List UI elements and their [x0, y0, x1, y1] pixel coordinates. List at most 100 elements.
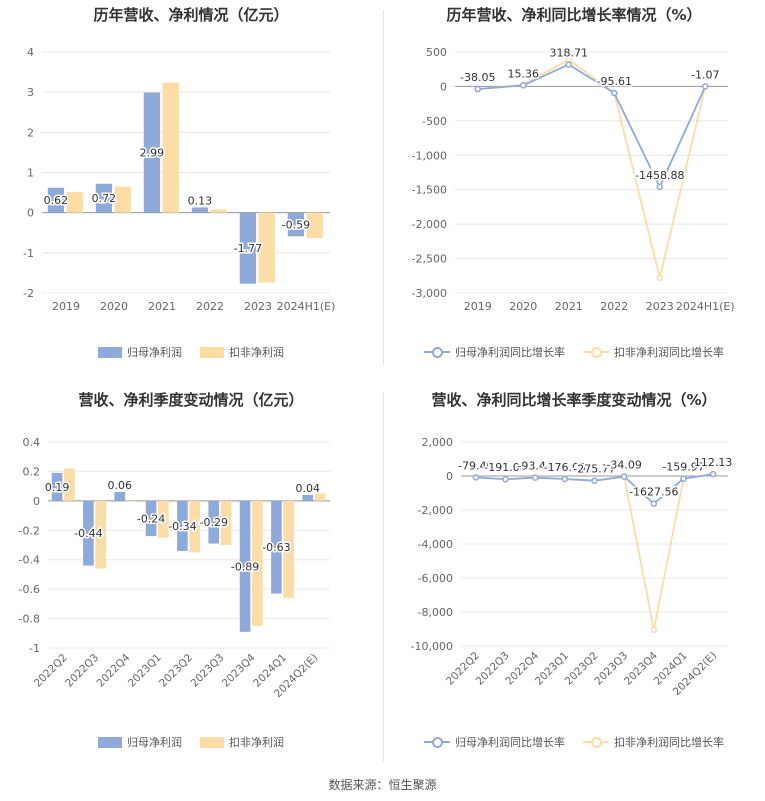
chart-legend: 归母净利润 扣非净利润	[0, 344, 382, 360]
chart-legend: 归母净利润同比增长率 扣非净利润同比增长率	[383, 734, 765, 750]
data-point	[702, 83, 709, 90]
x-tick-label: 2024H1(E)	[676, 300, 735, 313]
data-label: 0.72	[92, 192, 117, 205]
y-tick-label: -0.4	[19, 554, 40, 567]
y-tick-label: -1	[29, 642, 40, 655]
legend-item[interactable]: 扣非净利润	[200, 734, 284, 750]
y-tick-label: 0	[446, 470, 453, 483]
chart-title: 营收、净利季度变动情况（亿元）	[78, 391, 304, 409]
data-point	[474, 85, 481, 93]
y-tick-label: 0.2	[23, 465, 41, 478]
legend-swatch	[583, 346, 609, 358]
legend-item[interactable]: 归母净利润同比增长率	[424, 344, 565, 360]
bar-parent-net-profit	[83, 500, 94, 566]
y-tick-label: -6,000	[418, 572, 453, 585]
data-point	[680, 475, 687, 482]
legend-item[interactable]: 归母净利润	[98, 734, 182, 750]
x-tick-label: 2022Q2	[32, 652, 70, 690]
bar-deducted-net-profit	[114, 186, 131, 213]
legend-item[interactable]: 扣非净利润	[200, 344, 284, 360]
data-label: 0.13	[188, 194, 213, 207]
legend-label: 归母净利润同比增长率	[455, 346, 565, 359]
data-point	[531, 474, 539, 481]
legend-item[interactable]: 扣非净利润同比增长率	[583, 734, 724, 750]
chart-title: 历年营收、净利同比增长率情况（%）	[446, 6, 702, 24]
legend-item[interactable]: 归母净利润	[98, 344, 182, 360]
y-tick-label: -1	[23, 247, 34, 260]
bar-parent-net-profit	[239, 500, 251, 632]
data-point	[502, 475, 509, 483]
chart-title: 营收、净利同比增长率季度变动情况（%）	[431, 391, 717, 409]
chart-plot: 500 0 -500 -1,000 -1,500 -2,000 -2,500 -3,000 20…	[412, 45, 735, 313]
x-tick-label: 2020	[509, 300, 537, 313]
y-tick-label: -8,000	[418, 606, 453, 619]
data-label: -79.40	[458, 459, 493, 472]
data-label: -0.29	[200, 516, 228, 529]
data-label: -0.59	[282, 219, 310, 232]
chart-plot: 0.40.20-0.2-0.4-0.6-0.8-12022Q22022Q3202…	[19, 436, 330, 700]
y-tick-label: -4,000	[418, 538, 453, 551]
x-tick-label: 2021	[148, 300, 176, 313]
data-label: -275.77	[573, 463, 615, 476]
bar-deducted-net-profit	[95, 500, 106, 569]
bar-deducted-net-profit	[220, 500, 232, 545]
x-tick-label: 2023	[646, 300, 674, 313]
bar-deducted-net-profit	[63, 468, 75, 501]
legend-label: 扣非净利润同比增长率	[614, 736, 724, 749]
y-tick-label: -0.6	[19, 583, 40, 596]
bar-deducted-net-profit	[251, 500, 263, 626]
annual-profit-chart: 历年营收、净利情况（亿元） 4 3 2 1 0 -1 -2 2019 2020 2021 2022 2…	[0, 0, 382, 380]
legend-label: 扣非净利润	[229, 736, 284, 749]
chart-plot: 4 3 2 1 0 -1 -2 2019 2020 2021 2022 2023 2024H1(E) 0.…	[23, 46, 335, 313]
data-point	[650, 500, 658, 507]
chart-title: 历年营收、净利情况（亿元）	[93, 6, 289, 24]
data-label: -0.34	[168, 520, 196, 533]
quarterly-profit-chart: 营收、净利季度变动情况（亿元） 0.4 0.2 0 -0.2 -0.4 -0.6 -0.8 -…	[0, 385, 382, 765]
x-tick-label: 2022Q4	[95, 651, 133, 689]
bar-parent-net-profit	[114, 492, 126, 501]
y-tick-label: -3,000	[412, 287, 447, 300]
bar-deducted-net-profit	[210, 209, 227, 213]
chart-legend: 归母净利润同比增长率 扣非净利润同比增长率	[383, 344, 765, 360]
bar-deducted-net-profit	[66, 192, 83, 213]
y-tick-label: -0.2	[19, 524, 40, 537]
legend-item[interactable]: 归母净利润同比增长率	[424, 734, 565, 750]
legend-swatch	[98, 736, 122, 748]
data-label: -191.08	[484, 461, 526, 474]
legend-label: 归母净利润	[127, 346, 182, 359]
vertical-divider	[383, 10, 384, 365]
bar-parent-net-profit	[95, 183, 113, 213]
bar-deducted-net-profit	[314, 493, 326, 501]
y-tick-label: 4	[27, 46, 34, 59]
bar-deducted-net-profit	[189, 500, 200, 553]
data-label: -95.61	[597, 75, 632, 88]
data-point	[656, 183, 663, 191]
annual-growth-chart: 历年营收、净利同比增长率情况（%） 500 0 -500 -1,000 -1,500 -2…	[383, 0, 765, 380]
y-tick-label: -2	[23, 287, 34, 300]
legend-item[interactable]: 扣非净利润同比增长率	[583, 344, 724, 360]
bar-deducted-net-profit	[306, 212, 323, 238]
data-label: 0.04	[296, 482, 321, 495]
bar-parent-net-profit	[145, 500, 157, 537]
x-tick-label: 2022	[196, 300, 224, 313]
data-label: -38.05	[460, 71, 495, 84]
data-point	[565, 61, 572, 68]
y-tick-label: 3	[27, 86, 34, 99]
y-tick-label: 2	[27, 126, 34, 139]
y-tick-label: -2,000	[418, 504, 453, 517]
data-label: -0.24	[137, 513, 165, 526]
bar-deducted-net-profit	[157, 500, 169, 538]
bar-parent-net-profit	[208, 500, 220, 544]
x-tick-label: 2019	[464, 300, 492, 313]
data-label: -1458.88	[635, 169, 684, 182]
data-source: 数据来源：恒生聚源	[328, 778, 437, 792]
data-label: -0.89	[231, 560, 259, 573]
data-label: -93.44	[517, 460, 552, 473]
data-label: -1627.56	[629, 486, 678, 499]
bar-parent-net-profit	[239, 212, 257, 284]
y-tick-label: 500	[426, 46, 447, 59]
legend-swatch	[98, 346, 122, 358]
data-point	[472, 474, 480, 481]
y-tick-label: 2,000	[422, 436, 454, 449]
data-point	[611, 89, 618, 97]
